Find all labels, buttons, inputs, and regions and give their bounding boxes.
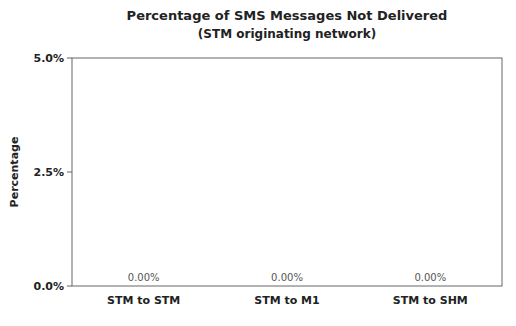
data-label: 0.00%: [128, 272, 160, 283]
y-tick-label: 5.0%: [33, 52, 64, 65]
plot-frame: [72, 58, 502, 286]
y-axis-label: Percentage: [8, 137, 21, 208]
chart-svg: Percentage of SMS Messages Not Delivered…: [0, 0, 516, 326]
y-tick: [67, 172, 72, 173]
y-tick: [67, 58, 72, 59]
x-tick-label: STM to M1: [254, 294, 319, 307]
y-tick-label: 2.5%: [33, 166, 64, 179]
y-tick: [67, 286, 72, 287]
data-label: 0.00%: [271, 272, 303, 283]
bar: [251, 286, 323, 287]
data-label: 0.00%: [414, 272, 446, 283]
subtitle: (STM originating network): [198, 27, 376, 41]
x-tick-label: STM to SHM: [393, 294, 468, 307]
bar: [108, 286, 180, 287]
chart-container: Percentage of SMS Messages Not Delivered…: [0, 0, 516, 326]
x-tick-label: STM to STM: [107, 294, 180, 307]
title: Percentage of SMS Messages Not Delivered: [127, 8, 448, 23]
y-tick-label: 0.0%: [33, 280, 64, 293]
bar: [395, 286, 467, 287]
